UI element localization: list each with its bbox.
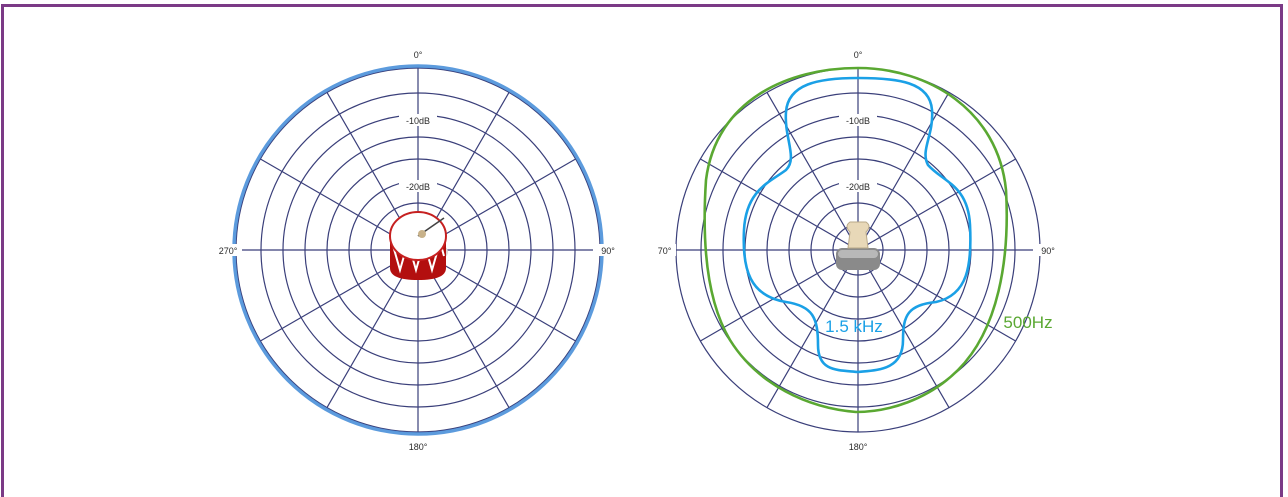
angle-label-270: 270° [658, 246, 672, 256]
curve-label-1-5khz: 1.5 kHz [825, 317, 883, 336]
ring-label-20db: -20dB [406, 182, 430, 192]
angle-label-90: 90° [1041, 246, 1055, 256]
angle-label-180: 180° [849, 442, 868, 452]
curve-1-5khz [742, 76, 972, 374]
curve-500hz [703, 66, 1009, 414]
microphone-icon [836, 221, 880, 270]
angle-label-270: 270° [219, 246, 238, 256]
curve-label-500hz: 500Hz [1003, 313, 1052, 332]
drum-icon [389, 211, 448, 280]
ring-label-10db: -10dB [406, 116, 430, 126]
angle-label-0: 0° [854, 50, 863, 60]
angle-label-0: 0° [414, 50, 423, 60]
ring-label-10db: -10dB [846, 116, 870, 126]
left-polar-plot: 0° 90° 180° 270° -10dB -20dB [218, 48, 618, 452]
angle-label-90: 90° [601, 246, 615, 256]
right-polar-plot: 0° 90° 180° 270° -10dB -20dB 1.5 kHz 500… [658, 48, 1059, 452]
angle-label-180: 180° [409, 442, 428, 452]
figure-frame [1, 4, 1283, 497]
ring-label-20db: -20dB [846, 182, 870, 192]
